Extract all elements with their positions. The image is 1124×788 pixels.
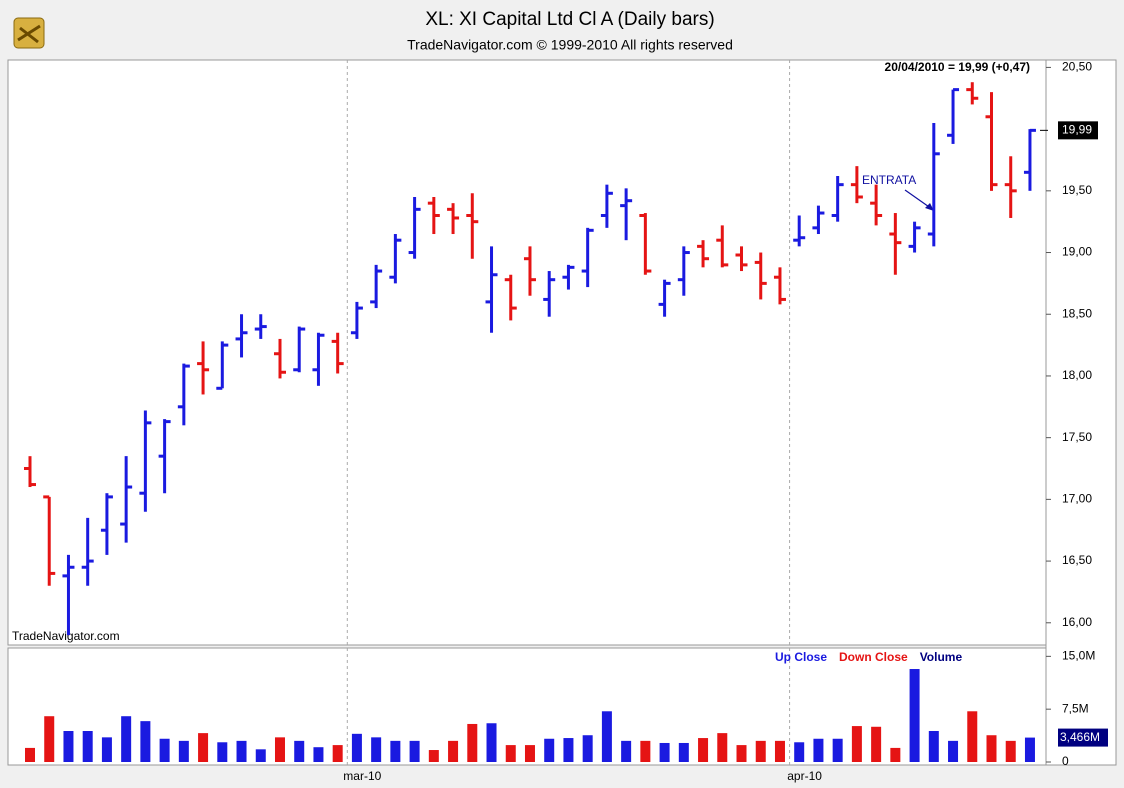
volume-bar <box>928 731 939 762</box>
volume-bar <box>63 731 74 762</box>
volume-bar <box>505 745 516 762</box>
volume-bar <box>486 723 497 762</box>
volume-bar <box>640 740 651 762</box>
volume-bar <box>755 740 766 762</box>
volume-bar <box>217 742 228 762</box>
volume-bar <box>871 726 882 762</box>
volume-bar <box>178 740 189 762</box>
entry-arrowhead <box>925 203 934 211</box>
volume-bar <box>678 742 689 762</box>
logo <box>13 17 45 49</box>
volume-bar <box>948 740 959 762</box>
volume-bar <box>467 723 478 762</box>
x-tick-label: apr-10 <box>787 769 822 783</box>
volume-bar <box>890 747 901 762</box>
y-tick-label: 20,50 <box>1062 60 1092 74</box>
volume-bar <box>659 742 670 762</box>
volume-bar <box>832 738 843 762</box>
volume-bar <box>313 747 324 762</box>
volume-bar <box>909 669 920 762</box>
volume-bar <box>698 738 709 762</box>
volume-bar <box>967 711 978 762</box>
y-tick-label: 17,00 <box>1062 492 1092 506</box>
price-pane <box>7 59 1047 646</box>
volume-bar <box>544 738 555 762</box>
axis-pane <box>1045 59 1117 766</box>
volume-bar <box>717 733 728 762</box>
entry-annotation: ENTRATA <box>862 173 916 187</box>
y-tick-label: 19,50 <box>1062 183 1092 197</box>
volume-bar <box>621 740 632 762</box>
volume-bar <box>101 737 112 762</box>
volume-bar <box>82 731 93 762</box>
watermark: TradeNavigator.com <box>12 629 120 643</box>
volume-bar <box>986 735 997 762</box>
volume-bar <box>1024 737 1035 762</box>
last-volume-box <box>1058 728 1108 747</box>
chart-title: XL: XI Capital Ltd Cl A (Daily bars) <box>425 9 714 30</box>
volume-bar <box>1005 740 1016 762</box>
volume-bar <box>44 716 55 762</box>
volume-bar <box>274 737 285 762</box>
y-tick-label: 16,00 <box>1062 615 1092 629</box>
y-tick-label: 18,50 <box>1062 306 1092 320</box>
volume-bar <box>813 738 824 762</box>
volume-bar <box>582 735 593 762</box>
last-bar-info: 20/04/2010 = 19,99 (+0,47) <box>885 60 1030 74</box>
y2-tick-label: 0 <box>1062 754 1069 768</box>
volume-bar <box>121 716 132 762</box>
y2-tick-label: 15,0M <box>1062 649 1095 663</box>
volume-bar <box>601 711 612 762</box>
volume-bar <box>390 740 401 762</box>
volume-bar <box>851 726 862 762</box>
last-close-label: 19,99 <box>1062 123 1092 137</box>
volume-bar <box>448 740 459 762</box>
volume-bar <box>774 740 785 762</box>
volume-bar <box>25 747 35 762</box>
volume-bar <box>563 738 574 762</box>
volume-bar <box>371 737 382 762</box>
volume-bar <box>140 721 151 762</box>
x-tick-label: mar-10 <box>343 769 381 783</box>
volume-bar <box>198 733 209 762</box>
y-tick-label: 19,00 <box>1062 245 1092 259</box>
last-close-box <box>1058 121 1098 140</box>
chart-subtitle: TradeNavigator.com © 1999-2010 All right… <box>407 37 733 53</box>
volume-bar <box>351 733 362 762</box>
last-volume-label: 3,466M <box>1060 730 1100 744</box>
legend-entry: Down Close <box>839 650 908 664</box>
legend-entry: Up Close <box>775 650 827 664</box>
volume-bar <box>409 740 420 762</box>
legend-entry: Volume <box>920 650 963 664</box>
y-tick-label: 17,50 <box>1062 430 1092 444</box>
volume-bar <box>794 742 805 762</box>
volume-bar <box>294 740 305 762</box>
volume-bar <box>524 745 535 762</box>
volume-bar <box>255 749 266 762</box>
volume-bar <box>332 745 343 762</box>
volume-bar <box>236 740 247 762</box>
y-tick-label: 16,50 <box>1062 553 1092 567</box>
volume-bar <box>428 750 439 762</box>
volume-bar <box>736 745 747 762</box>
y-tick-label: 18,00 <box>1062 368 1092 382</box>
y2-tick-label: 7,5M <box>1062 701 1089 715</box>
volume-bar <box>159 738 170 762</box>
